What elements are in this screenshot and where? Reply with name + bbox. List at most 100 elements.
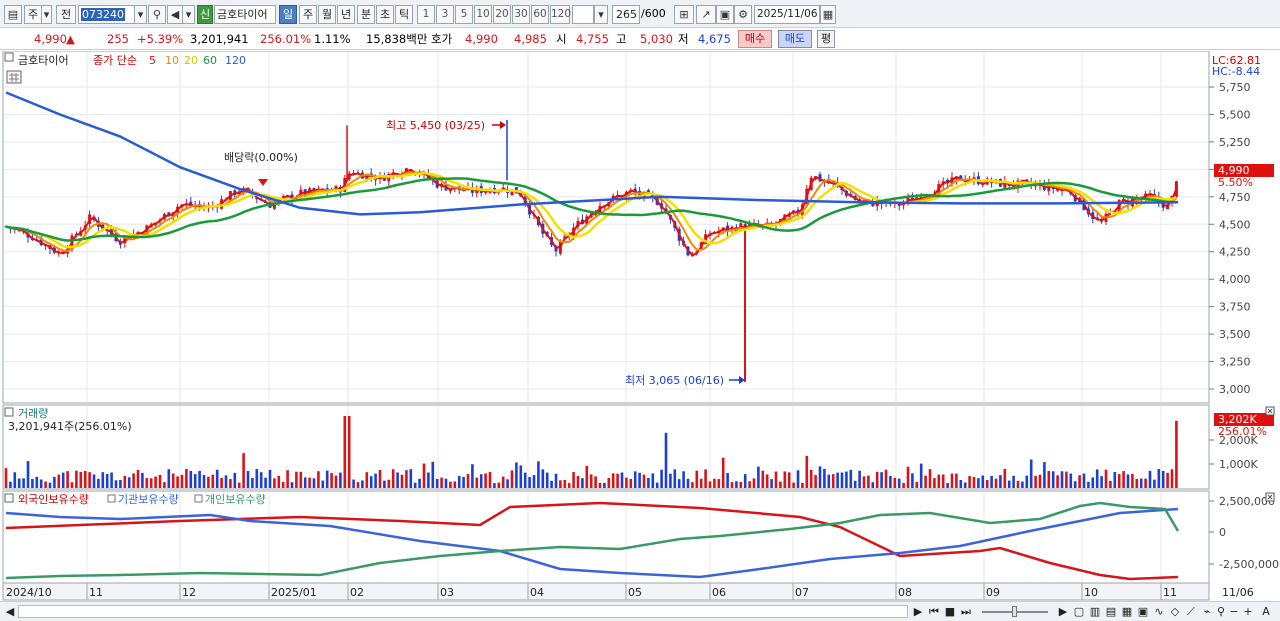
volume-bar xyxy=(589,474,593,488)
volume-bar xyxy=(805,455,809,488)
search-icon[interactable]: ⚲ xyxy=(148,5,166,24)
forward-icon[interactable]: ⏭ xyxy=(961,605,971,618)
bar-count-input[interactable]: 265 xyxy=(612,5,640,24)
candle-body xyxy=(1060,190,1064,192)
volume-bar xyxy=(444,478,448,488)
panel-collapse-icon[interactable] xyxy=(4,52,14,62)
date-input[interactable]: 2025/11/06 xyxy=(754,5,820,24)
volume-bar xyxy=(840,472,844,488)
custom-interval-dropdown-icon[interactable]: ▾ xyxy=(594,5,608,24)
volume-bar xyxy=(598,482,602,488)
layout-3-icon[interactable]: ▤ xyxy=(1105,605,1117,618)
volume-bar xyxy=(1170,469,1174,488)
zoom-search-icon[interactable]: ⚲ xyxy=(1216,605,1226,618)
grid-table-icon[interactable] xyxy=(6,70,22,84)
holding-collapse-icon[interactable] xyxy=(4,493,14,503)
scroll-track[interactable] xyxy=(18,605,908,618)
zoom-in-icon[interactable]: + xyxy=(1243,605,1253,618)
rewind-icon[interactable]: ⏮ xyxy=(929,605,939,618)
layout-4-icon[interactable]: ▦ xyxy=(1121,605,1133,618)
speaker-icon[interactable]: ◀ xyxy=(167,5,183,24)
volume-bar xyxy=(422,463,426,488)
open-label: 시 xyxy=(556,32,567,46)
layout-2-icon[interactable]: ▥ xyxy=(1089,605,1101,618)
font-size-icon[interactable]: A xyxy=(1262,605,1270,618)
credit-badge: 신 xyxy=(197,5,213,24)
volume-bar xyxy=(13,472,17,488)
price-axis-label: 5,500 xyxy=(1219,108,1251,121)
volume-bar xyxy=(400,474,404,488)
volume-collapse-icon[interactable] xyxy=(4,407,14,417)
stock-name-field[interactable]: 금호타이어 xyxy=(214,5,276,24)
volume-bar xyxy=(616,473,619,488)
volume-bar xyxy=(136,469,140,488)
period-tab[interactable]: 초 xyxy=(376,5,394,24)
zoom-slider-handle[interactable] xyxy=(1012,606,1017,617)
volume-bar xyxy=(765,474,769,488)
volume-bar xyxy=(506,479,509,488)
chart-area[interactable]: 5,7505,5005,2505,0004,7504,5004,2504,000… xyxy=(0,50,1280,601)
indicator-add-icon[interactable]: ⊞ xyxy=(674,5,694,24)
scroll-right-icon[interactable]: ▶ xyxy=(913,605,923,618)
drawing-tool-icon[interactable]: ↗ xyxy=(696,5,716,24)
price-axis-label: 4,750 xyxy=(1219,191,1251,204)
prev-stock-button[interactable]: 전 xyxy=(56,5,76,24)
zoom-out-icon[interactable]: − xyxy=(1229,605,1239,618)
period-tab[interactable]: 월 xyxy=(318,5,336,24)
volume-bar xyxy=(215,469,219,488)
volume-bar xyxy=(387,479,391,488)
volume-bar xyxy=(180,474,184,488)
volume-bar xyxy=(510,470,514,488)
layout-5-icon[interactable]: ▣ xyxy=(1137,605,1149,618)
gear-icon[interactable]: ⚙ xyxy=(734,5,752,24)
stock-code-input[interactable]: 073240 xyxy=(78,5,136,24)
code-dropdown-icon[interactable]: ▾ xyxy=(134,5,147,24)
sell-button[interactable]: 매도 xyxy=(778,30,812,48)
interval-button[interactable]: 120 xyxy=(550,5,571,24)
period-tab[interactable]: 분 xyxy=(357,5,375,24)
interval-button[interactable]: 5 xyxy=(455,5,473,24)
market-select[interactable]: 주 xyxy=(24,5,42,24)
volume-bar xyxy=(853,480,857,488)
interval-button[interactable]: 20 xyxy=(493,5,511,24)
legend-institution: 기관보유수량 xyxy=(118,493,179,506)
calendar-icon[interactable]: ▦ xyxy=(820,5,836,24)
line-icon[interactable]: ⌁ xyxy=(1203,605,1211,618)
price-axis-label: 5,750 xyxy=(1219,81,1251,94)
interval-button[interactable]: 60 xyxy=(531,5,549,24)
interval-button[interactable]: 10 xyxy=(474,5,492,24)
evaluate-button[interactable]: 평 xyxy=(817,30,835,48)
interval-button[interactable]: 30 xyxy=(512,5,530,24)
interval-button[interactable]: 3 xyxy=(436,5,454,24)
volume-bar xyxy=(1038,474,1042,488)
buy-button[interactable]: 매수 xyxy=(738,30,772,48)
period-tab[interactable]: 년 xyxy=(337,5,355,24)
trend-icon[interactable]: ∿ xyxy=(1154,605,1164,618)
layout-1-icon[interactable]: ▢ xyxy=(1073,605,1085,618)
play-icon[interactable]: ▶ xyxy=(1058,605,1068,618)
interval-button[interactable]: 1 xyxy=(417,5,435,24)
volume-bar xyxy=(933,478,936,488)
scroll-left-icon[interactable]: ◀ xyxy=(5,605,15,618)
volume-bar xyxy=(985,479,989,488)
volume-bar xyxy=(83,470,87,488)
eraser-icon[interactable]: ◇ xyxy=(1170,605,1180,618)
period-tab[interactable]: 일 xyxy=(279,5,297,24)
volume-bar xyxy=(880,472,883,488)
market-dropdown-icon[interactable]: ▾ xyxy=(42,5,52,24)
custom-interval-input[interactable] xyxy=(572,5,594,24)
save-icon[interactable]: ▣ xyxy=(716,5,734,24)
volume-bar xyxy=(1047,470,1051,488)
volume-bar xyxy=(334,475,338,488)
chart-svg: 5,7505,5005,2505,0004,7504,5004,2504,000… xyxy=(2,50,1279,601)
stop-icon[interactable]: ■ xyxy=(944,605,956,618)
volume-bar xyxy=(141,472,144,488)
draw-icon[interactable]: ⟋ xyxy=(1187,605,1195,618)
time-axis-label: 11 xyxy=(89,586,103,599)
period-tab[interactable]: 주 xyxy=(299,5,317,24)
speaker-dropdown-icon[interactable]: ▾ xyxy=(183,5,195,24)
volume-bar xyxy=(1157,469,1161,488)
chart-menu-icon[interactable]: ▤ xyxy=(4,5,22,24)
volume-bar xyxy=(70,482,74,488)
period-tab[interactable]: 틱 xyxy=(395,5,413,24)
